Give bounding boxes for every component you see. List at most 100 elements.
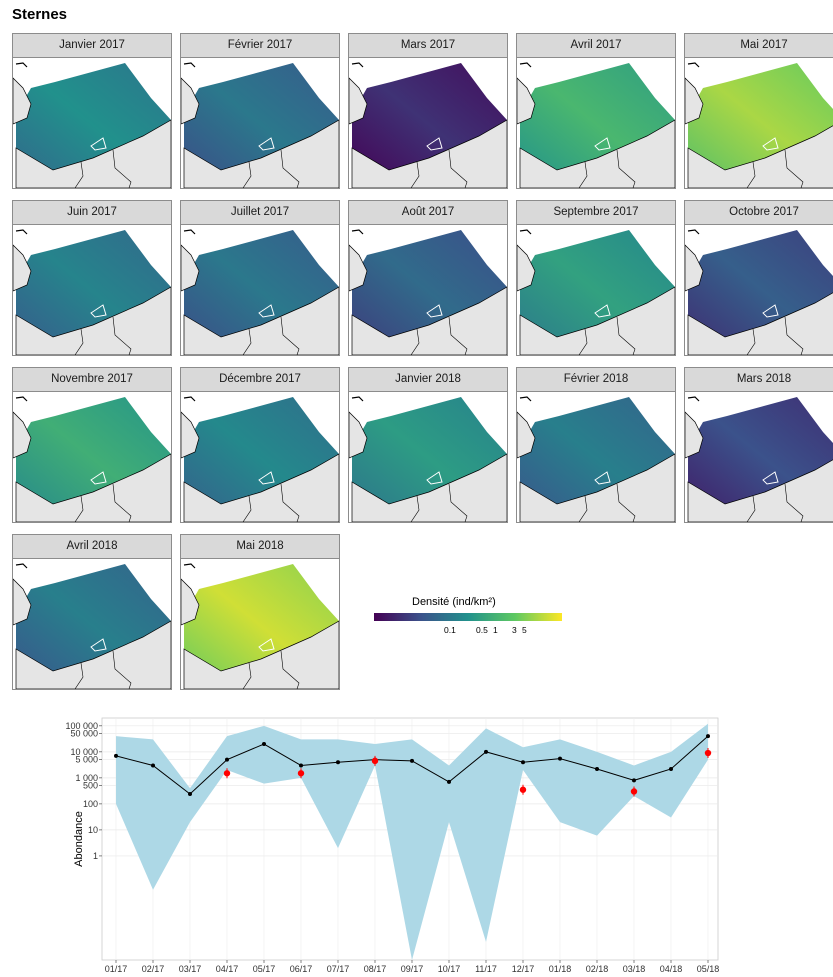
density-map xyxy=(180,224,340,356)
density-map xyxy=(516,391,676,523)
panel-label: Juin 2017 xyxy=(12,200,172,225)
map-panel: Avril 2018 xyxy=(12,534,172,690)
x-tick-label: 12/17 xyxy=(512,964,535,974)
wind-farm-zone xyxy=(426,137,443,151)
legend-tick: 0.5 xyxy=(476,625,488,635)
density-map xyxy=(180,57,340,189)
map-panel: Mars 2017 xyxy=(348,33,508,189)
y-tick-label: 10 xyxy=(88,825,98,835)
wind-farm-zone xyxy=(90,638,107,652)
density-map xyxy=(12,57,172,189)
panel-label: Janvier 2018 xyxy=(348,367,508,392)
model-point xyxy=(410,758,414,763)
wind-farm-zone xyxy=(258,137,275,151)
wind-farm-zone xyxy=(594,471,611,485)
y-axis-label: Abondance xyxy=(73,811,85,867)
wind-farm-zone xyxy=(762,471,779,485)
observation-point xyxy=(371,757,379,765)
x-tick-label: 04/18 xyxy=(660,964,683,974)
model-point xyxy=(299,763,303,768)
observation-point xyxy=(297,770,305,777)
wind-farm-zone xyxy=(90,137,107,151)
map-panel: Mai 2018 xyxy=(180,534,340,690)
map-panel: Juillet 2017 xyxy=(180,200,340,356)
map-panel: Février 2018 xyxy=(516,367,676,523)
x-tick-label: 05/18 xyxy=(697,964,720,974)
panel-label: Mars 2017 xyxy=(348,33,508,58)
density-map xyxy=(684,57,833,189)
wind-farm-zone xyxy=(762,304,779,318)
legend-tick: 3 xyxy=(512,625,517,635)
model-point xyxy=(151,763,155,768)
wind-farm-zone xyxy=(426,304,443,318)
density-map xyxy=(180,558,340,690)
y-tick-label: 1 xyxy=(93,851,98,861)
model-point xyxy=(262,742,266,747)
x-tick-label: 05/17 xyxy=(253,964,276,974)
map-panel: Juin 2017 xyxy=(12,200,172,356)
y-tick-label: 500 xyxy=(83,781,98,791)
model-point xyxy=(484,749,488,754)
wind-farm-zone xyxy=(426,471,443,485)
map-panel: Janvier 2017 xyxy=(12,33,172,189)
panel-label: Septembre 2017 xyxy=(516,200,676,225)
density-map xyxy=(348,391,508,523)
panel-label: Janvier 2017 xyxy=(12,33,172,58)
legend-title: Densité (ind/km²) xyxy=(412,596,496,608)
y-tick-label: 1 000 xyxy=(75,773,98,783)
x-tick-label: 02/17 xyxy=(142,964,165,974)
density-map xyxy=(684,391,833,523)
map-panel: Août 2017 xyxy=(348,200,508,356)
map-panel: Novembre 2017 xyxy=(12,367,172,523)
figure-title: Sternes xyxy=(12,6,68,23)
map-panel: Mars 2018 xyxy=(684,367,833,523)
y-tick-label: 5 000 xyxy=(75,755,98,765)
legend-tick: 1 xyxy=(493,625,498,635)
density-map xyxy=(684,224,833,356)
wind-farm-zone xyxy=(90,304,107,318)
model-point xyxy=(225,757,229,762)
wind-farm-zone xyxy=(762,137,779,151)
y-tick-label: 100 000 xyxy=(65,721,98,731)
y-tick-label: 50 000 xyxy=(70,729,98,739)
panel-label: Février 2018 xyxy=(516,367,676,392)
x-tick-label: 10/17 xyxy=(438,964,461,974)
density-map xyxy=(348,57,508,189)
y-tick-label: 10 000 xyxy=(70,747,98,757)
map-panel: Avril 2017 xyxy=(516,33,676,189)
map-panel: Mai 2017 xyxy=(684,33,833,189)
panel-label: Février 2017 xyxy=(180,33,340,58)
observation-point xyxy=(704,749,712,757)
density-map xyxy=(12,224,172,356)
map-panel: Janvier 2018 xyxy=(348,367,508,523)
wind-farm-zone xyxy=(258,471,275,485)
panel-label: Octobre 2017 xyxy=(684,200,833,225)
confidence-ribbon xyxy=(116,723,708,960)
wind-farm-zone xyxy=(90,471,107,485)
x-tick-label: 03/18 xyxy=(623,964,646,974)
model-point xyxy=(669,766,673,771)
legend-colorbar xyxy=(374,613,562,621)
x-tick-label: 03/17 xyxy=(179,964,202,974)
x-tick-label: 07/17 xyxy=(327,964,350,974)
x-tick-label: 06/17 xyxy=(290,964,313,974)
abundance-chart: 100 000 50 000 10 000 5 000 1 000 500 100 10 1 01… xyxy=(0,700,833,977)
density-map xyxy=(12,391,172,523)
panel-label: Mai 2017 xyxy=(684,33,833,58)
panel-label: Juillet 2017 xyxy=(180,200,340,225)
panel-label: Décembre 2017 xyxy=(180,367,340,392)
panel-label: Mars 2018 xyxy=(684,367,833,392)
x-tick-label: 11/17 xyxy=(475,964,497,974)
map-panel: Décembre 2017 xyxy=(180,367,340,523)
wind-farm-zone xyxy=(594,304,611,318)
x-tick-label: 08/17 xyxy=(364,964,387,974)
model-point xyxy=(336,760,340,765)
panel-label: Août 2017 xyxy=(348,200,508,225)
panel-label: Novembre 2017 xyxy=(12,367,172,392)
x-tick-label: 09/17 xyxy=(401,964,424,974)
model-point xyxy=(521,760,525,765)
map-panel: Février 2017 xyxy=(180,33,340,189)
model-point xyxy=(595,766,599,771)
wind-farm-zone xyxy=(594,137,611,151)
density-legend: Densité (ind/km²) 0.1 0.5 1 3 5 xyxy=(374,596,564,640)
